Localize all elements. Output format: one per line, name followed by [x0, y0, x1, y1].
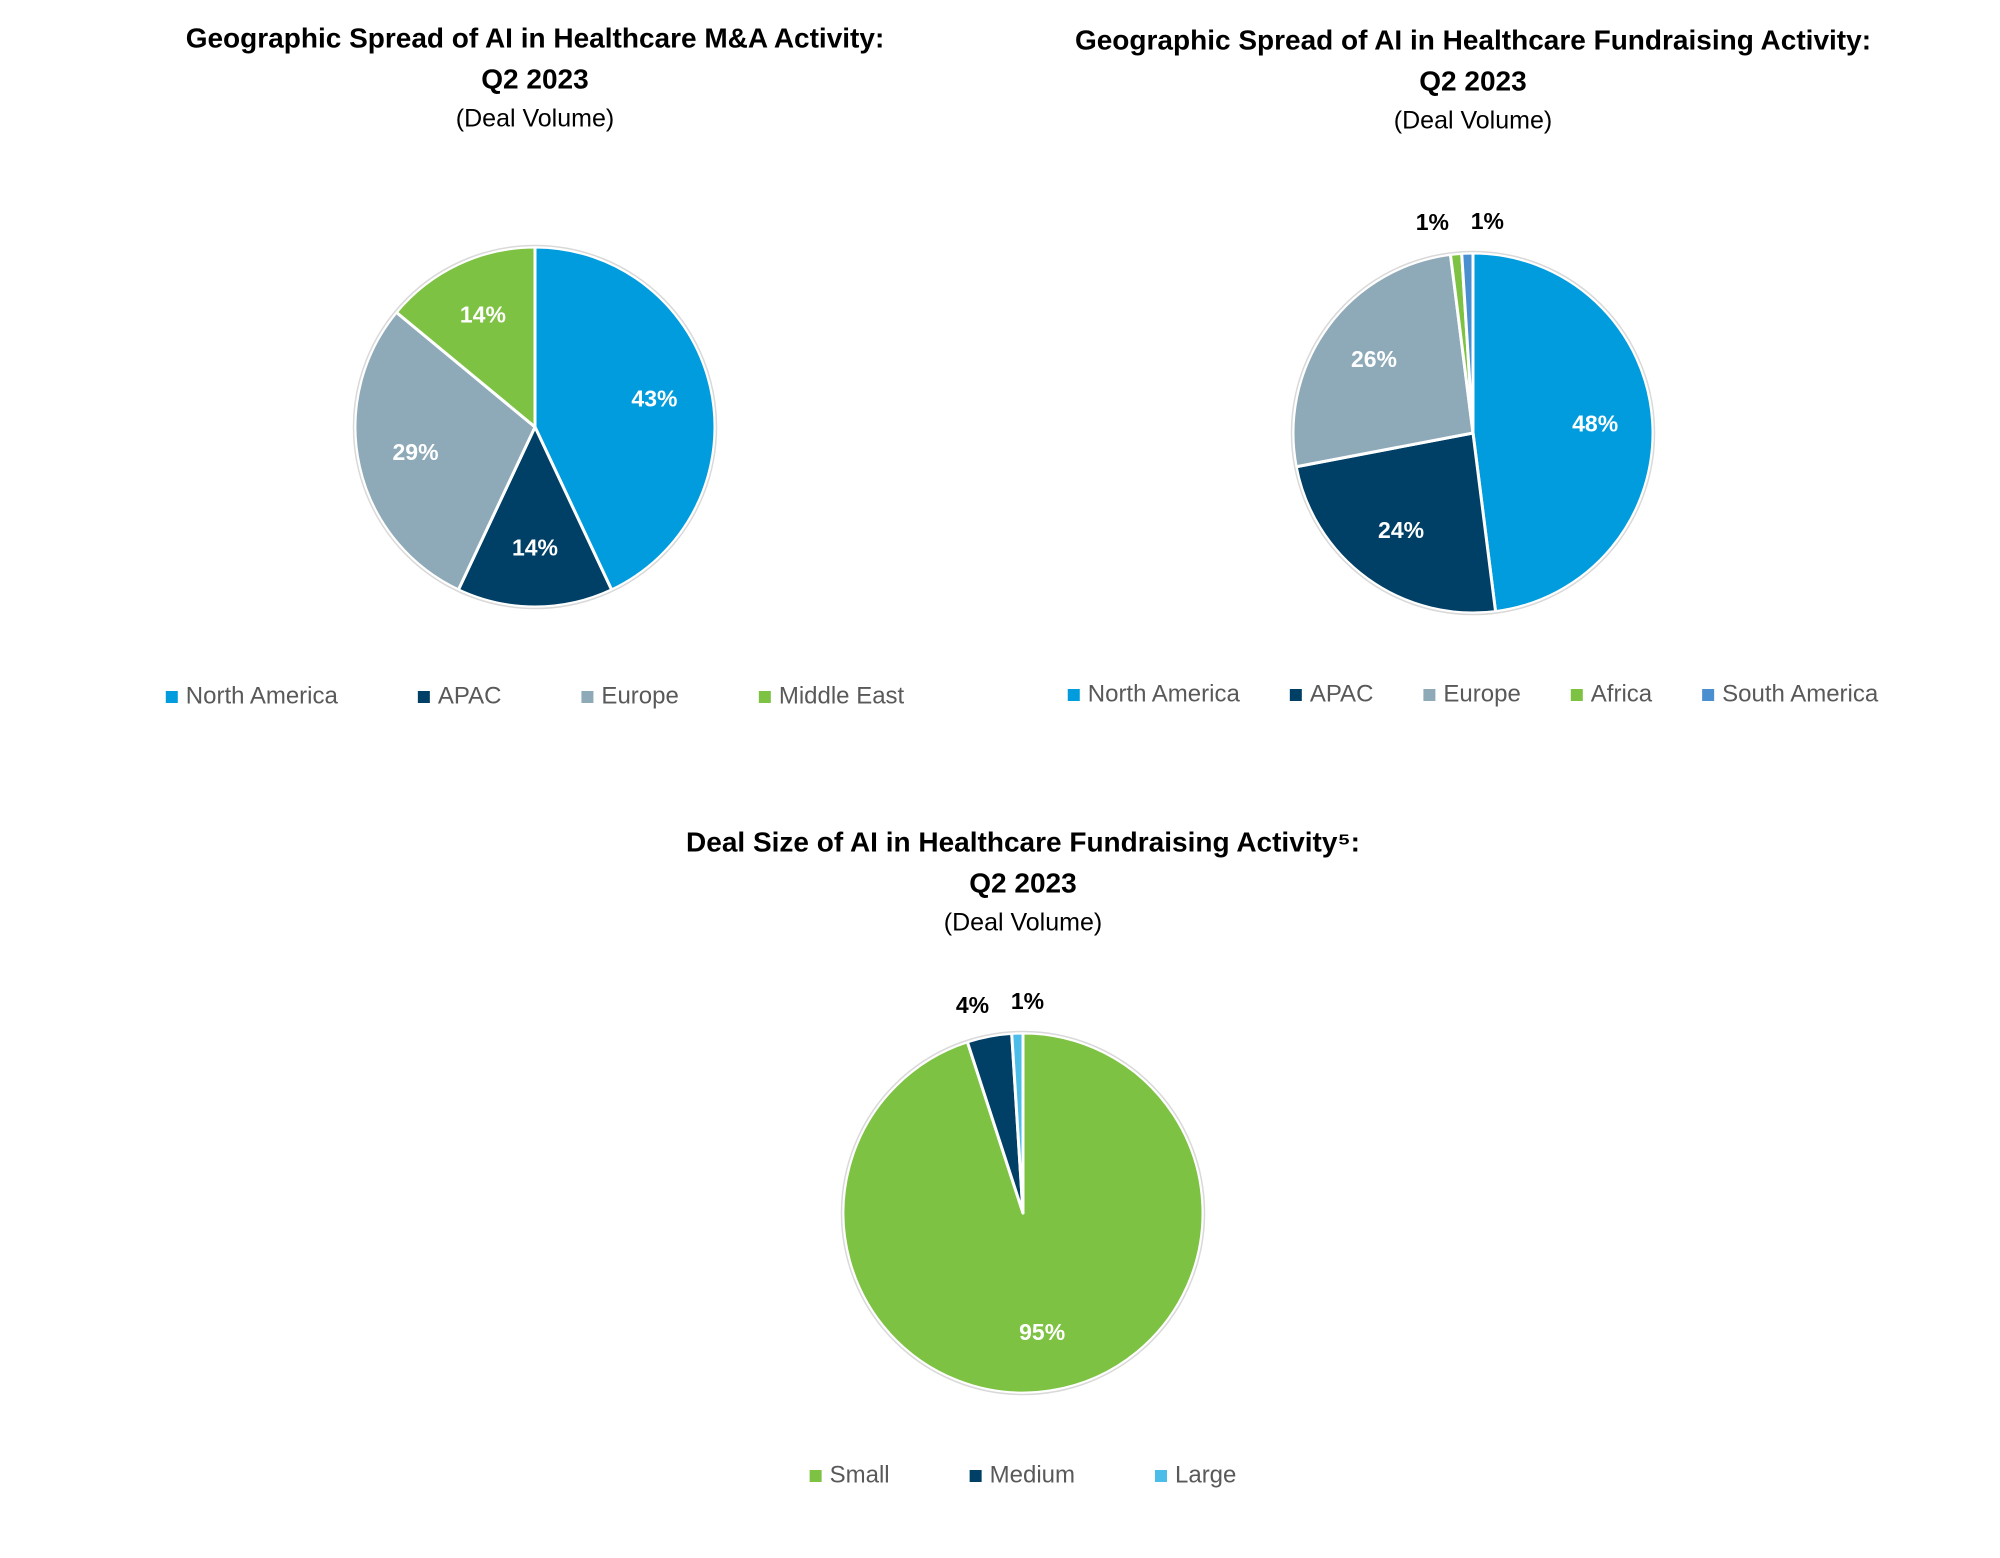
data-label: 24% [1378, 517, 1424, 543]
pie-chart: Geographic Spread of AI in Healthcare Fu… [1067, 24, 1879, 707]
chart-title: Deal Size of AI in Healthcare Fundraisin… [686, 826, 1360, 857]
pie-chart: Deal Size of AI in Healthcare Fundraisin… [686, 826, 1360, 1488]
pie-slice [1294, 431, 1498, 615]
data-label: 48% [1572, 410, 1618, 436]
legend: Small Medium Large [809, 1461, 1236, 1488]
chart-subtitle: (Deal Volume) [944, 909, 1102, 937]
pie-slice [1010, 1031, 1025, 1215]
data-label: 43% [631, 385, 677, 411]
legend-marker [1702, 689, 1715, 701]
legend-marker [969, 1470, 982, 1482]
legend-label: Large [1175, 1461, 1236, 1488]
legend: North America APAC Europe Africa South Ameri… [1067, 680, 1879, 707]
legend-label: APAC [438, 682, 502, 709]
pie-slice [1460, 251, 1475, 435]
pie-chart: Geographic Spread of AI in Healthcare M&… [165, 22, 905, 709]
data-label: 29% [393, 439, 439, 465]
chart-title: Q2 2023 [1419, 65, 1526, 96]
legend-marker [809, 1470, 822, 1482]
legend-label: Middle East [779, 682, 905, 709]
pie-slice [533, 245, 717, 592]
pie-outline [1290, 250, 1656, 616]
legend-label: South America [1722, 680, 1879, 707]
legend-label: Africa [1591, 680, 1653, 707]
legend-label: APAC [1310, 680, 1374, 707]
data-label: 26% [1351, 346, 1397, 372]
legend-label: Medium [990, 1461, 1075, 1488]
pie-slice [353, 310, 537, 592]
legend-marker [1423, 689, 1436, 701]
data-label: 1% [1011, 988, 1044, 1014]
pie-slice [456, 425, 614, 609]
pie-slice [1471, 251, 1655, 614]
legend-marker [758, 691, 771, 703]
legend-marker [581, 691, 594, 703]
data-label: 95% [1019, 1319, 1065, 1345]
chart-title: Geographic Spread of AI in Healthcare Fu… [1075, 24, 1871, 55]
legend-label: Europe [601, 682, 678, 709]
legend-marker [417, 691, 430, 703]
legend-marker [1154, 1470, 1167, 1482]
pie-slice [1291, 252, 1475, 469]
data-label: 1% [1471, 208, 1504, 234]
chart-title: Q2 2023 [481, 63, 588, 94]
legend-marker [1067, 689, 1080, 701]
data-label: 14% [512, 534, 558, 560]
legend-label: North America [1088, 680, 1241, 707]
legend-marker [165, 691, 178, 703]
pie-outline [840, 1030, 1206, 1396]
data-label: 1% [1416, 209, 1449, 235]
legend-label: Europe [1443, 680, 1520, 707]
legend-marker [1289, 689, 1302, 701]
legend-label: Small [830, 1461, 890, 1488]
pie-slice [394, 245, 537, 429]
chart-subtitle: (Deal Volume) [456, 105, 614, 133]
legend: North America APAC Europe Middle East [165, 682, 905, 709]
chart-title: Q2 2023 [969, 867, 1076, 898]
legend-label: North America [186, 682, 339, 709]
chart-title: Geographic Spread of AI in Healthcare M&… [186, 22, 885, 53]
data-label: 14% [460, 301, 506, 327]
data-label: 4% [956, 992, 989, 1018]
pie-outline [352, 244, 718, 610]
legend-marker [1570, 689, 1583, 701]
chart-subtitle: (Deal Volume) [1394, 107, 1552, 135]
